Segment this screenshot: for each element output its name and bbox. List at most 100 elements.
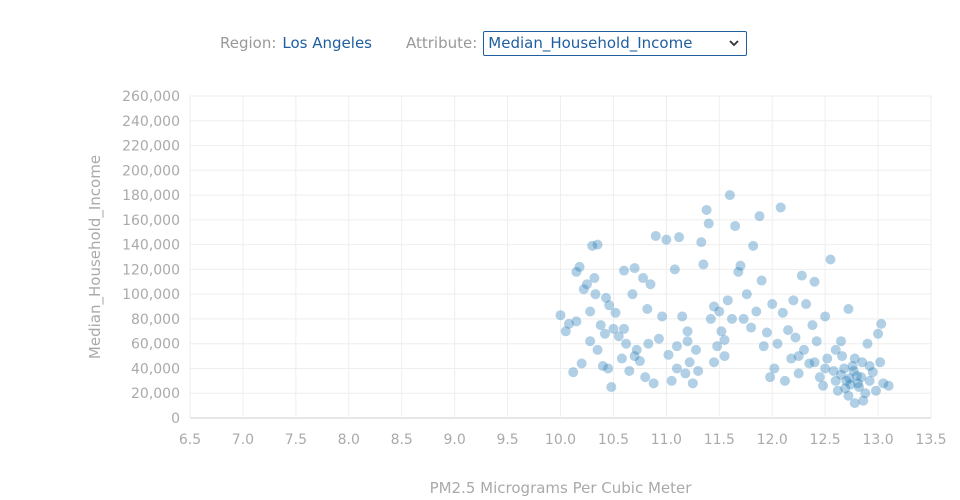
- data-point[interactable]: [690, 344, 701, 355]
- data-point[interactable]: [653, 333, 664, 344]
- data-point[interactable]: [555, 310, 566, 321]
- data-point[interactable]: [608, 323, 619, 334]
- data-point[interactable]: [809, 276, 820, 287]
- data-point[interactable]: [682, 336, 693, 347]
- data-point[interactable]: [772, 338, 783, 349]
- data-point[interactable]: [621, 338, 632, 349]
- data-point[interactable]: [663, 349, 674, 360]
- data-point[interactable]: [671, 363, 682, 374]
- data-point[interactable]: [724, 190, 735, 201]
- attribute-select[interactable]: Median_Household_Income: [483, 30, 748, 56]
- data-point[interactable]: [873, 328, 884, 339]
- data-point[interactable]: [854, 382, 865, 393]
- data-point[interactable]: [862, 338, 873, 349]
- data-point[interactable]: [849, 398, 860, 409]
- data-point[interactable]: [616, 353, 627, 364]
- data-point[interactable]: [648, 378, 659, 389]
- data-point[interactable]: [592, 344, 603, 355]
- data-point[interactable]: [843, 390, 854, 401]
- data-point[interactable]: [603, 363, 614, 374]
- data-point[interactable]: [631, 344, 642, 355]
- data-point[interactable]: [568, 367, 579, 378]
- data-point[interactable]: [748, 240, 759, 251]
- data-point[interactable]: [758, 341, 769, 352]
- data-point[interactable]: [751, 306, 762, 317]
- data-point[interactable]: [624, 365, 635, 376]
- data-point[interactable]: [818, 380, 829, 391]
- data-point[interactable]: [738, 313, 749, 324]
- data-point[interactable]: [801, 299, 812, 310]
- data-point[interactable]: [860, 388, 871, 399]
- data-point[interactable]: [604, 300, 615, 311]
- data-point[interactable]: [674, 232, 685, 243]
- data-point[interactable]: [844, 373, 855, 384]
- data-point[interactable]: [599, 328, 610, 339]
- data-point[interactable]: [837, 351, 848, 362]
- data-point[interactable]: [657, 311, 668, 322]
- data-point[interactable]: [761, 327, 772, 338]
- data-point[interactable]: [814, 372, 825, 383]
- data-point[interactable]: [822, 353, 833, 364]
- data-point[interactable]: [680, 368, 691, 379]
- data-point[interactable]: [841, 375, 852, 386]
- data-point[interactable]: [864, 375, 875, 386]
- data-point[interactable]: [851, 370, 862, 381]
- data-point[interactable]: [696, 237, 707, 248]
- data-point[interactable]: [595, 320, 606, 331]
- data-point[interactable]: [574, 261, 585, 272]
- data-point[interactable]: [708, 301, 719, 312]
- data-point[interactable]: [610, 307, 621, 318]
- data-point[interactable]: [864, 360, 875, 371]
- data-point[interactable]: [730, 221, 741, 232]
- data-point[interactable]: [793, 368, 804, 379]
- data-point[interactable]: [671, 341, 682, 352]
- data-point[interactable]: [589, 273, 600, 284]
- data-point[interactable]: [790, 332, 801, 343]
- data-point[interactable]: [845, 379, 856, 390]
- data-point[interactable]: [638, 273, 649, 284]
- data-point[interactable]: [765, 372, 776, 383]
- data-point[interactable]: [796, 270, 807, 281]
- data-point[interactable]: [578, 284, 589, 295]
- data-point[interactable]: [754, 211, 765, 222]
- data-point[interactable]: [798, 344, 809, 355]
- data-point[interactable]: [701, 204, 712, 215]
- data-point[interactable]: [640, 372, 651, 383]
- data-point[interactable]: [779, 375, 790, 386]
- data-point[interactable]: [687, 378, 698, 389]
- data-point[interactable]: [735, 260, 746, 271]
- data-point[interactable]: [693, 365, 704, 376]
- data-point[interactable]: [836, 336, 847, 347]
- data-point[interactable]: [733, 266, 744, 277]
- data-point[interactable]: [722, 295, 733, 306]
- data-point[interactable]: [571, 316, 582, 327]
- data-point[interactable]: [878, 378, 889, 389]
- data-point[interactable]: [788, 295, 799, 306]
- data-point[interactable]: [629, 263, 640, 274]
- data-point[interactable]: [592, 239, 603, 250]
- data-point[interactable]: [875, 357, 886, 368]
- data-point[interactable]: [719, 334, 730, 345]
- data-point[interactable]: [820, 363, 831, 374]
- data-point[interactable]: [786, 353, 797, 364]
- data-point[interactable]: [643, 338, 654, 349]
- data-point[interactable]: [585, 336, 596, 347]
- data-point[interactable]: [601, 292, 612, 303]
- data-point[interactable]: [677, 311, 688, 322]
- data-point[interactable]: [563, 318, 574, 329]
- data-point[interactable]: [560, 326, 571, 337]
- data-point[interactable]: [870, 385, 881, 396]
- data-point[interactable]: [811, 336, 822, 347]
- data-point[interactable]: [809, 357, 820, 368]
- data-point[interactable]: [856, 372, 867, 383]
- data-point[interactable]: [840, 383, 851, 394]
- data-point[interactable]: [703, 218, 714, 229]
- data-point[interactable]: [832, 385, 843, 396]
- data-point[interactable]: [756, 275, 767, 286]
- data-point[interactable]: [807, 320, 818, 331]
- data-point[interactable]: [876, 318, 887, 329]
- data-point[interactable]: [613, 331, 624, 342]
- data-point[interactable]: [708, 357, 719, 368]
- data-point[interactable]: [828, 365, 839, 376]
- data-point[interactable]: [587, 240, 598, 251]
